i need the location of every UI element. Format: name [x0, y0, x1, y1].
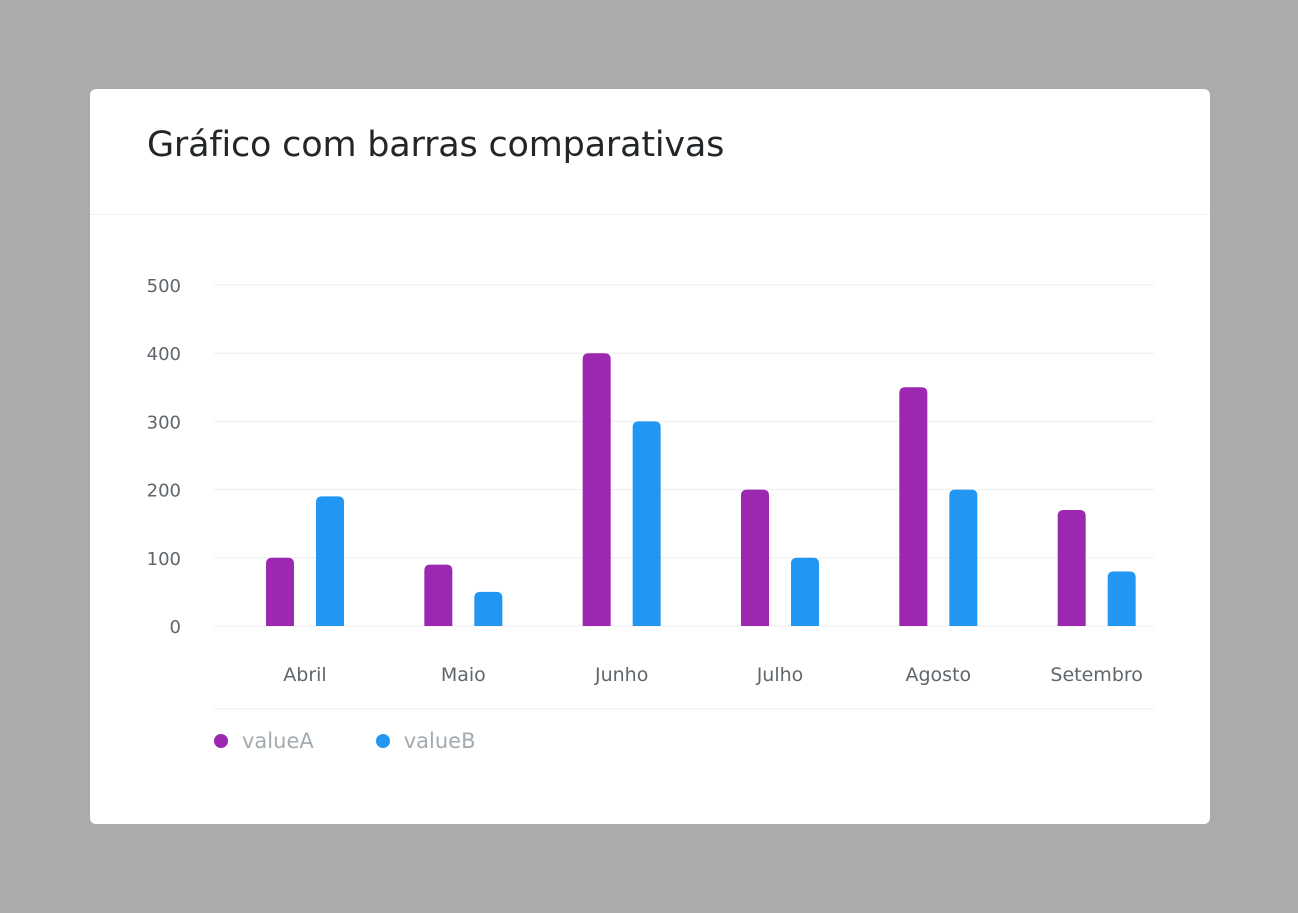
legend-dot-valueA: [214, 734, 228, 748]
bar-valueB-julho[interactable]: [791, 557, 819, 626]
legend-dot-valueB: [375, 734, 390, 748]
legend-label-valueB: valueB: [403, 729, 476, 753]
bar-chart: 0 100 200 300 400 500 Abril Maio Junho Julho Agos…: [147, 276, 1154, 710]
bar-valueB-abril[interactable]: [316, 496, 344, 626]
x-tick-label: Agosto: [906, 664, 972, 686]
x-tick-label: Maio: [441, 664, 486, 686]
x-tick-label: Julho: [756, 664, 804, 686]
x-tick-label: Setembro: [1050, 664, 1142, 686]
x-axis-ticks: Abril Maio Junho Julho Agosto Setembro: [283, 664, 1143, 686]
bar-valueA-maio[interactable]: [424, 564, 453, 626]
grid-lines: [214, 284, 1154, 627]
y-tick-label: 200: [147, 481, 181, 502]
bar-valueA-julho[interactable]: [741, 489, 769, 626]
chart-card: Gráfico com barras comparativas 0 100 200 3…: [90, 89, 1210, 824]
bar-valueA-agosto[interactable]: [899, 387, 928, 626]
bars: [266, 353, 1136, 626]
bar-valueB-agosto[interactable]: [949, 489, 978, 626]
y-axis-ticks: 0 100 200 300 400 500: [147, 276, 181, 638]
legend-item-valueB[interactable]: valueB: [375, 729, 476, 753]
card-header: Gráfico com barras comparativas: [90, 89, 1210, 215]
legend-item-valueA[interactable]: valueA: [214, 729, 314, 753]
y-tick-label: 500: [147, 276, 181, 297]
y-tick-label: 400: [147, 344, 181, 365]
bar-valueA-junho[interactable]: [582, 353, 611, 626]
x-tick-label: Junho: [594, 664, 648, 686]
chart-legend: valueA valueB: [214, 729, 538, 753]
bar-valueB-maio[interactable]: [474, 591, 503, 626]
x-tick-label: Abril: [283, 664, 326, 686]
y-tick-label: 100: [147, 549, 181, 570]
bar-valueB-junho[interactable]: [632, 421, 661, 626]
bar-valueB-setembro[interactable]: [1107, 571, 1136, 626]
chart-title: Gráfico com barras comparativas: [147, 125, 725, 165]
bar-valueA-abril[interactable]: [266, 557, 294, 626]
y-tick-label: 0: [170, 617, 181, 638]
legend-label-valueA: valueA: [242, 729, 314, 753]
y-tick-label: 300: [147, 412, 181, 433]
bar-valueA-setembro[interactable]: [1057, 510, 1086, 626]
